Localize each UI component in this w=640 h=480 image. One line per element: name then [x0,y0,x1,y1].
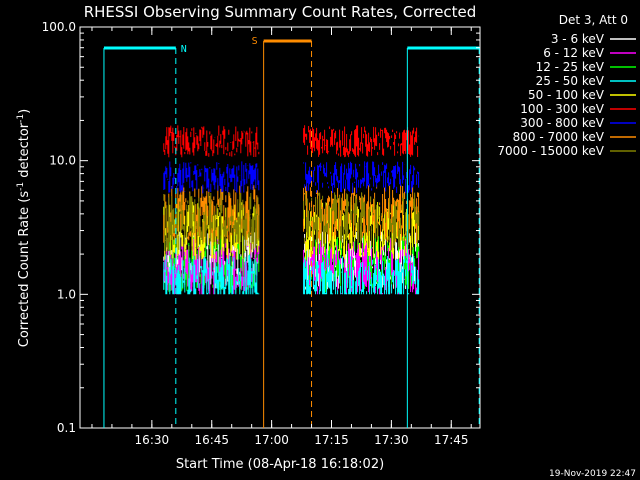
footer-date: 19-Nov-2019 22:47 [549,469,636,479]
series-trace [163,125,260,158]
y-axis-label: Corrected Count Rate (s-1 detector-1) [16,109,32,347]
legend-entry-label: 50 - 100 keV [528,88,605,102]
series-trace [163,255,260,295]
y-tick-label: 100.0 [42,20,76,34]
x-tick-label: 17:15 [314,433,349,447]
x-tick-label: 16:45 [194,433,229,447]
series-trace [303,161,420,194]
interval-layer: NS [103,36,480,428]
x-tick-label: 17:45 [434,433,469,447]
x-tick-label: 16:30 [135,433,170,447]
legend-entry-label: 7000 - 15000 keV [497,144,604,158]
legend-entry-label: 800 - 7000 keV [513,130,605,144]
y-tick-label: 10.0 [49,154,76,168]
data-layer [163,125,420,295]
x-tick-label: 17:00 [254,433,289,447]
night-label: N [181,44,187,55]
saa-label: S [252,36,258,47]
series-trace [163,161,260,194]
axis-layer: 0.1 1.0 10.0 100.0 16:30 16:45 17:00 17:15 17:30… [42,20,480,447]
legend-entry-label: 25 - 50 keV [536,74,605,88]
legend-entry-label: 12 - 25 keV [536,60,605,74]
series-trace [163,192,260,251]
legend-entry-label: 100 - 300 keV [520,102,604,116]
x-axis-label: Start Time (08-Apr-18 16:18:02) [176,457,384,472]
series-trace [303,192,420,251]
legend-entry-label: 6 - 12 keV [543,46,605,60]
legend-title: Det 3, Att 0 [559,13,628,27]
legend-entry-label: 3 - 6 keV [551,32,605,46]
plot-area-frame [79,26,481,429]
y-tick-label: 0.1 [57,421,76,435]
chart-title: RHESSI Observing Summary Count Rates, Co… [84,3,477,21]
x-tick-label: 17:30 [374,433,409,447]
series-trace [303,254,420,295]
y-tick-label: 1.0 [57,287,76,301]
legend-entry-label: 300 - 800 keV [520,116,604,130]
series-trace [303,125,420,158]
